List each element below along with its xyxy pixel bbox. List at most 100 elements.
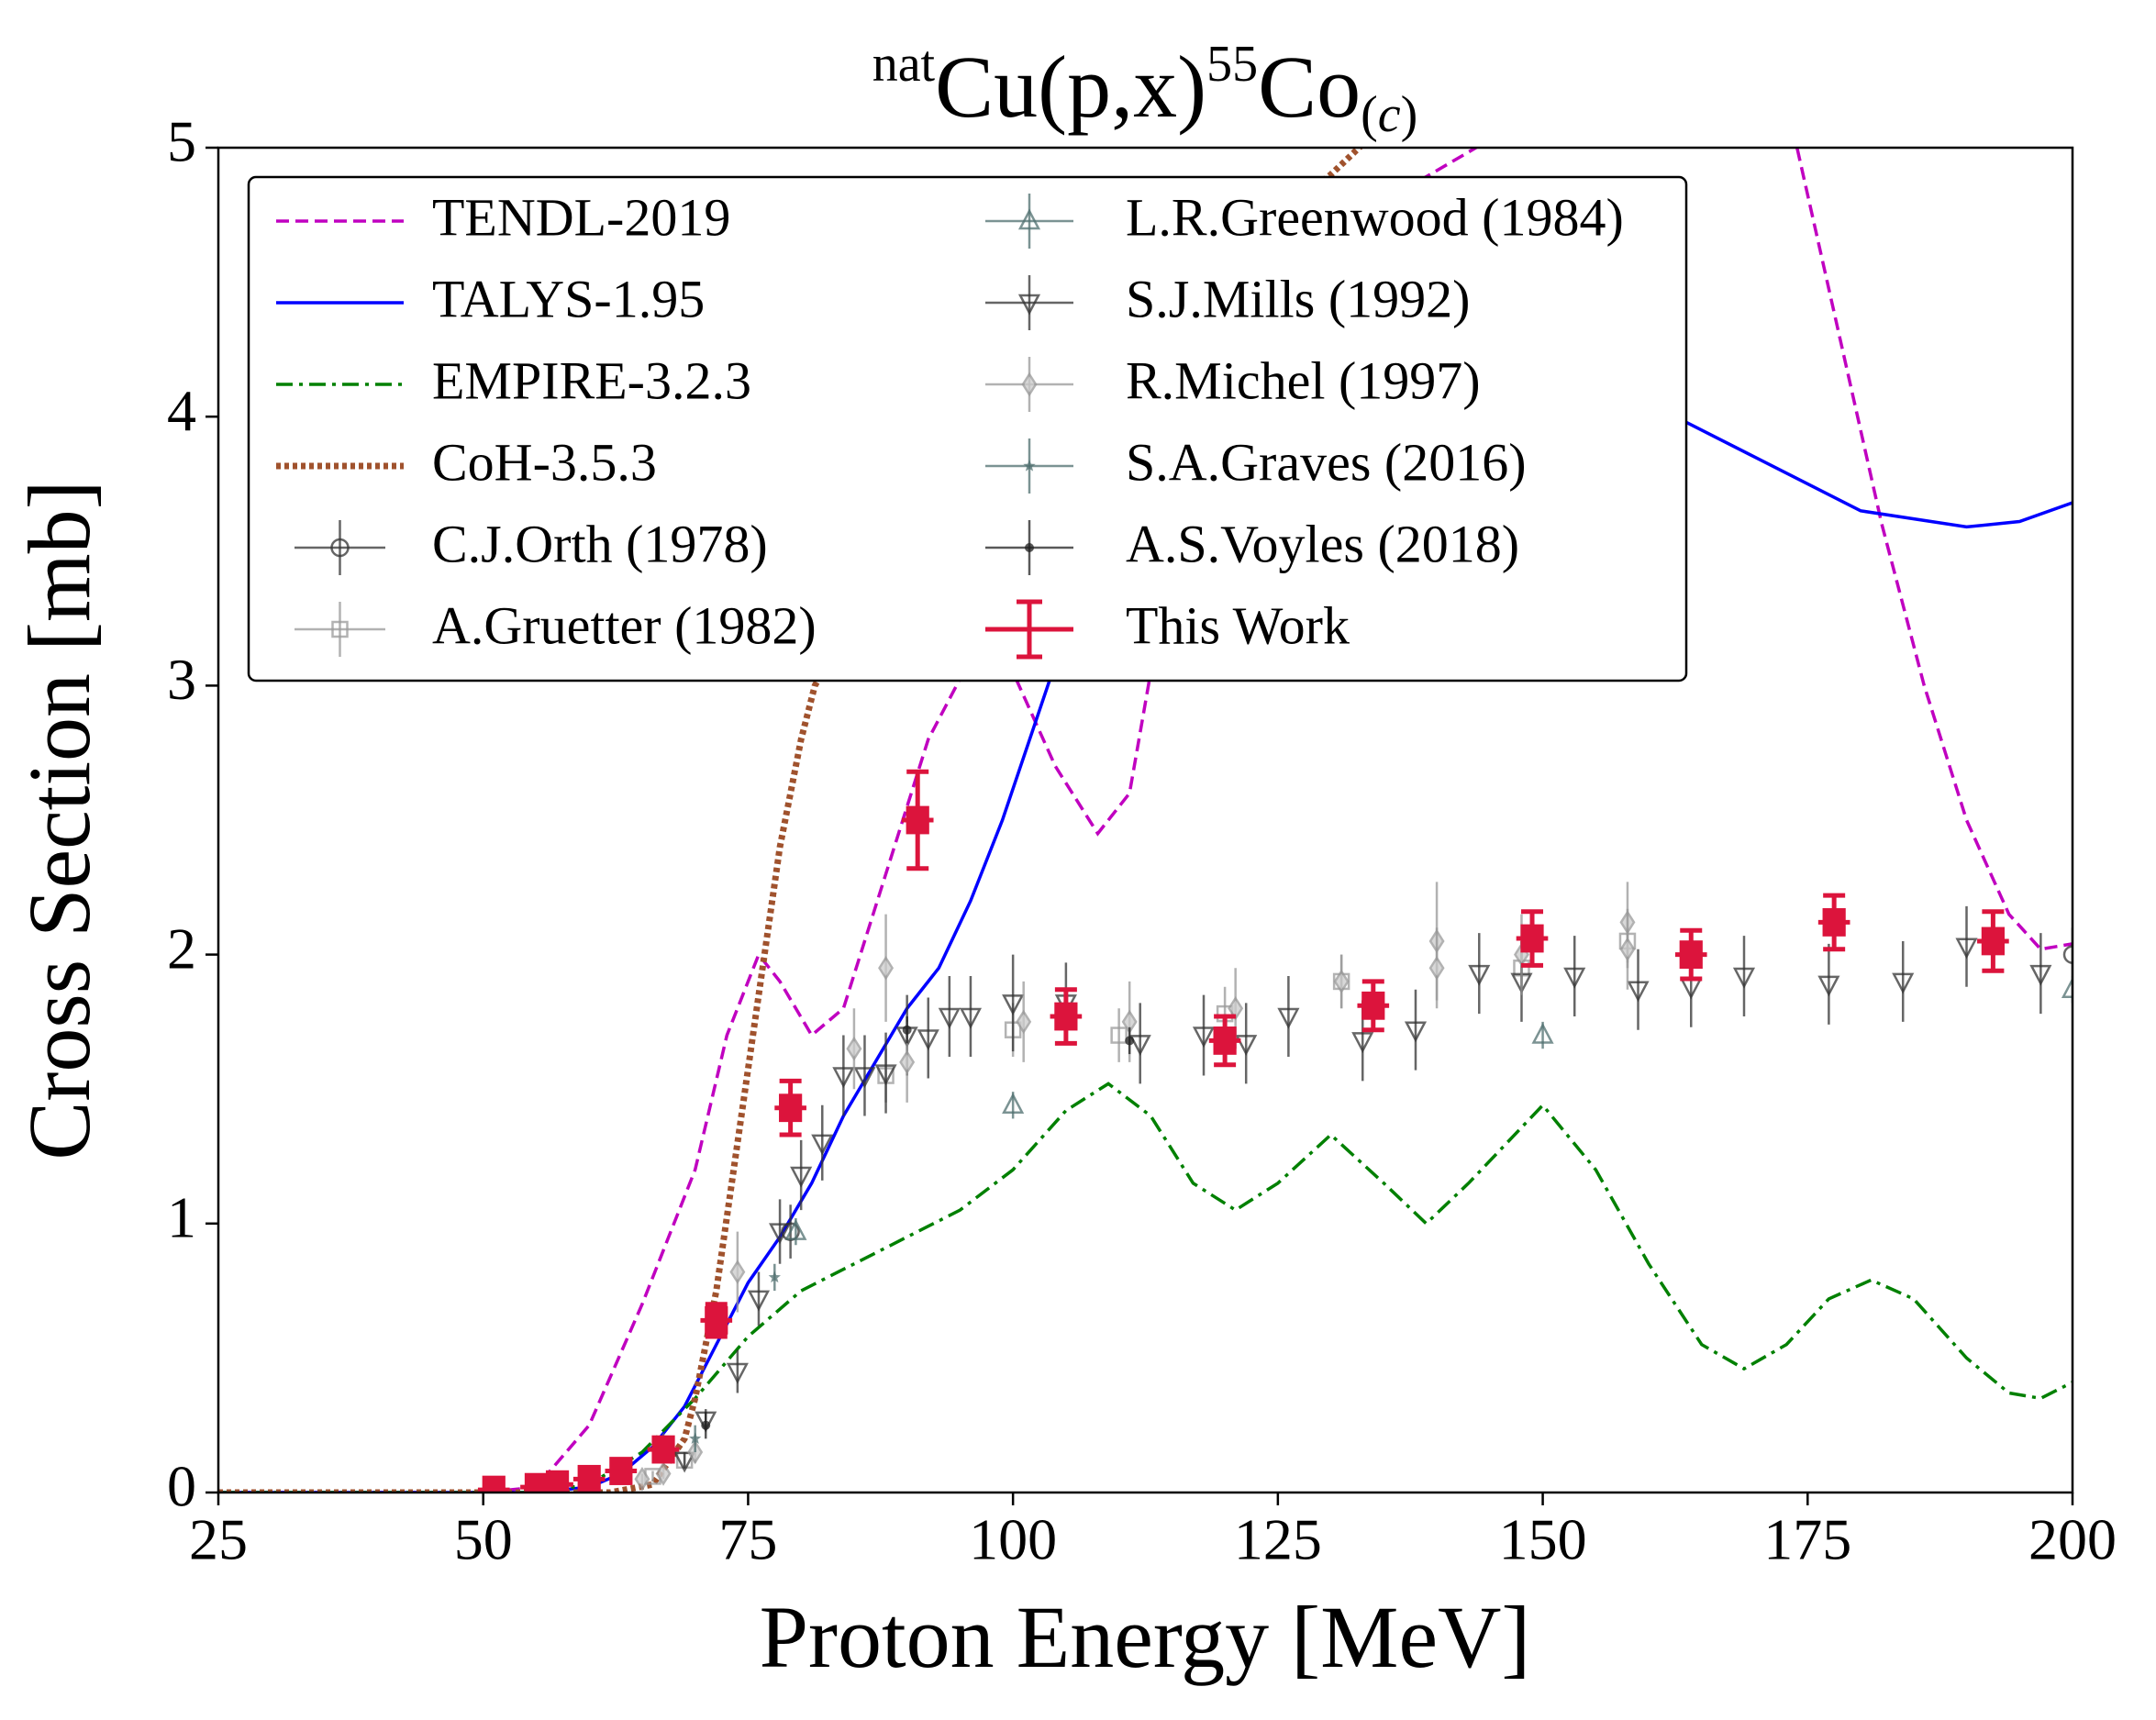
legend-label: TALYS-1.95 [432,269,705,328]
marker [1627,981,1650,1003]
legend-label: EMPIRE-3.2.3 [432,350,751,410]
marker [1016,1009,1032,1035]
marker [331,620,349,638]
marker [330,538,350,558]
marker [1822,908,1846,937]
legend-box [247,175,1688,682]
x-tick-label: 100 [969,1507,1057,1572]
legend-label: This Work [1126,595,1350,655]
chart-title: natCu(p,x)55Co(c) [872,36,1418,143]
marker [1110,1026,1128,1044]
marker [790,1166,813,1188]
marker [1981,927,2005,956]
marker [1732,967,1756,989]
marker [1025,543,1034,552]
marker [1679,940,1703,969]
marker [1817,975,1840,997]
y-tick-label: 0 [167,1454,196,1519]
marker [1192,1026,1216,1049]
marker [1404,1021,1428,1043]
marker [1468,964,1491,986]
marker [917,1029,939,1051]
legend-label: CoH-3.5.3 [432,432,657,492]
marker [784,1218,807,1240]
marker [747,1290,771,1312]
marker [1054,1002,1078,1031]
marker [1955,938,1978,960]
marker [1128,1035,1151,1057]
marker [832,1067,855,1089]
marker [2062,945,2073,964]
legend-label: A.Gruetter (1982) [432,595,817,655]
marker [874,1064,897,1086]
marker [545,1470,570,1493]
marker [768,1271,781,1283]
marker [1892,972,1915,994]
x-tick-label: 125 [1234,1507,1322,1572]
marker [2029,964,2052,986]
marker [1333,969,1350,994]
title-part: ) [1401,86,1418,143]
legend-label: R.Michel (1997) [1126,350,1481,410]
legend: TENDL-2019 TALYS-1.95 EMPIRE-3.2.3 CoH-3.5.… [247,175,1688,682]
marker [2061,977,2073,998]
marker [811,1134,834,1156]
marker [959,1007,983,1029]
legend-label: C.J.Orth (1978) [432,514,768,573]
title-part: ( [1361,86,1378,143]
marker [1125,1036,1135,1046]
marker [1213,1026,1237,1055]
x-tick-label: 25 [189,1507,248,1572]
legend-label: S.J.Mills (1992) [1126,269,1470,328]
x-tick-label: 75 [718,1507,777,1572]
marker [1563,967,1586,989]
marker [846,1036,862,1061]
y-tick-label: 4 [167,378,196,443]
marker [482,1475,506,1493]
x-tick-label: 200 [2028,1507,2117,1572]
marker [1520,924,1544,953]
marker [906,805,929,835]
marker [853,1067,876,1089]
legend-label: L.R.Greenwood (1984) [1126,187,1624,247]
marker [577,1464,601,1493]
y-tick-label: 1 [167,1184,196,1249]
marker [673,1451,696,1473]
marker [1619,937,1636,962]
marker [878,955,895,981]
marker [1002,1093,1025,1115]
x-axis-label: Proton Energy [MeV] [760,1588,1531,1686]
marker [1017,294,1041,316]
legend-label: S.A.Graves (2016) [1126,432,1527,492]
marker [1021,372,1038,397]
marker [634,1467,650,1492]
marker [524,1472,549,1493]
marker [1351,1032,1374,1054]
marker [938,1007,961,1029]
y-tick-label: 2 [167,915,196,981]
x-tick-label: 150 [1499,1507,1587,1572]
title-part: nat [872,36,936,93]
title-part: Cu(p,x) [935,38,1206,136]
marker [651,1435,675,1464]
marker [769,1223,792,1245]
marker [609,1457,633,1485]
marker [689,1432,702,1445]
marker [655,1461,672,1486]
marker [705,1305,728,1335]
marker [1023,460,1036,472]
marker [899,1049,916,1075]
title-part: Co [1258,38,1361,136]
marker [701,1420,711,1430]
series-line [218,148,2073,1493]
series-line [218,1082,2073,1493]
marker [1002,994,1025,1016]
y-tick-label: 3 [167,647,196,712]
plot-area [218,148,2073,1493]
marker [1531,1022,1554,1044]
legend-label: TENDL-2019 [432,187,730,247]
title-part: c [1378,86,1401,143]
marker [726,1362,749,1384]
x-tick-label: 50 [454,1507,513,1572]
